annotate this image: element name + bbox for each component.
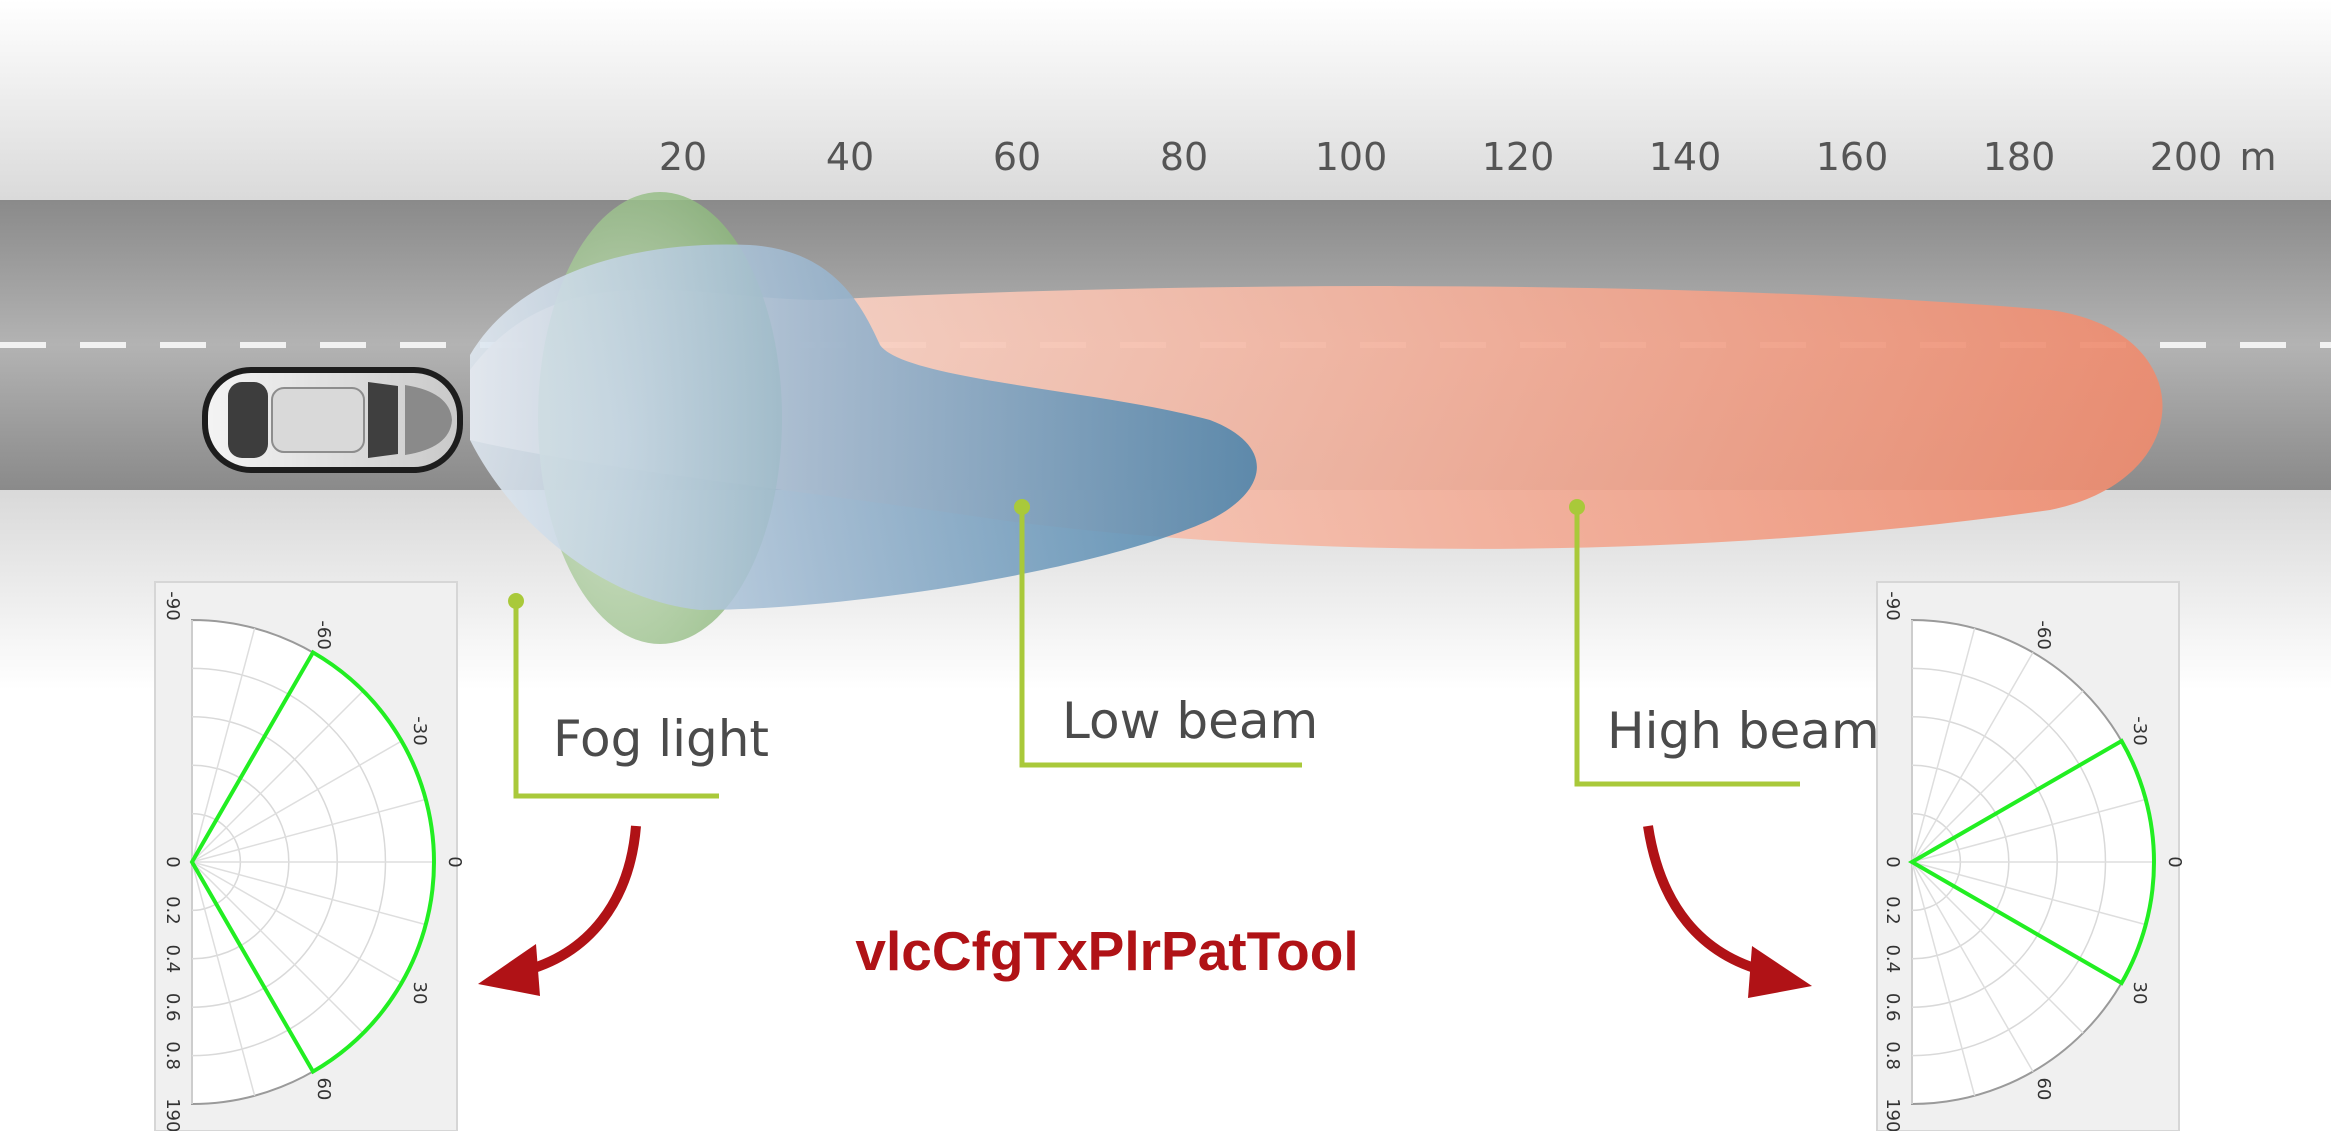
polar-radius-label: 0.8 bbox=[162, 1041, 183, 1070]
polar-angle-label: -90 bbox=[1882, 591, 1903, 620]
scale-tick-label: 200 bbox=[2150, 135, 2223, 179]
fog-light-label: Fog light bbox=[553, 710, 769, 768]
polar-angle-label: -30 bbox=[409, 716, 430, 745]
fog-light-polar-plot: -90 -60 -30 0 30 60 90 0 0.2 0.4 0.6 0.8 1 bbox=[154, 581, 465, 1131]
distance-scale: 20 40 60 80 100 120 140 160 180 200 m bbox=[659, 135, 2277, 179]
polar-angle-label: 0 bbox=[2164, 856, 2185, 867]
polar-spoke bbox=[191, 628, 256, 863]
arrow-to-high-pattern bbox=[1643, 825, 1812, 998]
car-icon bbox=[202, 367, 463, 473]
beam-pattern-sector bbox=[189, 649, 437, 1075]
polar-angle-label: -60 bbox=[313, 620, 334, 649]
polar-radius-label: 0.6 bbox=[1882, 993, 1903, 1022]
polar-spoke bbox=[1911, 861, 2084, 1034]
polar-spoke bbox=[1911, 690, 2084, 863]
scale-tick-label: 20 bbox=[659, 135, 707, 179]
polar-spoke bbox=[191, 690, 364, 863]
polar-radius-label: 1 bbox=[1882, 1098, 1903, 1109]
scale-tick-label: 100 bbox=[1315, 135, 1388, 179]
polar-angle-label: 60 bbox=[2033, 1077, 2054, 1100]
polar-spoke bbox=[1911, 652, 2034, 863]
polar-spoke bbox=[191, 861, 256, 1096]
leader-lines bbox=[513, 507, 1800, 799]
polar-spoke bbox=[1911, 798, 2146, 863]
polar-spoke bbox=[1911, 628, 1976, 863]
polar-radius-label: 0.2 bbox=[162, 896, 183, 925]
polar-angle-label: -60 bbox=[2033, 620, 2054, 649]
polar-spoke bbox=[191, 740, 402, 863]
polar-radius-label: 0.6 bbox=[162, 993, 183, 1022]
sky-band bbox=[0, 0, 2331, 200]
polar-spoke bbox=[191, 798, 426, 863]
polar-spoke bbox=[1911, 861, 2146, 926]
low-beam-label: Low beam bbox=[1062, 692, 1318, 750]
polar-angle-label: 30 bbox=[409, 982, 430, 1005]
polar-angle-label: -90 bbox=[162, 591, 183, 620]
scale-unit-label: m bbox=[2239, 135, 2276, 179]
arrow-to-fog-pattern bbox=[478, 825, 641, 996]
polar-angle-label: -30 bbox=[2129, 716, 2150, 745]
polar-spoke bbox=[1911, 861, 2034, 1072]
polar-radius-label: 0 bbox=[162, 856, 183, 867]
fog-light-marker bbox=[508, 593, 524, 609]
polar-angle-label: 90 bbox=[162, 1110, 183, 1131]
polar-radius-label: 0.4 bbox=[1882, 944, 1903, 973]
high-beam-marker bbox=[1569, 499, 1585, 515]
scale-tick-label: 40 bbox=[826, 135, 874, 179]
polar-angle-label: 90 bbox=[1882, 1110, 1903, 1131]
polar-radius-label: 0.4 bbox=[162, 944, 183, 973]
scale-tick-label: 120 bbox=[1482, 135, 1555, 179]
polar-radius-label: 0 bbox=[1882, 856, 1903, 867]
tool-name: vlcCfgTxPlrPatTool bbox=[855, 920, 1358, 982]
polar-spoke bbox=[191, 861, 426, 926]
polar-angle-label: 60 bbox=[313, 1077, 334, 1100]
polar-spoke bbox=[1911, 861, 1976, 1096]
scale-tick-label: 80 bbox=[1160, 135, 1208, 179]
beam-pattern-sector bbox=[1907, 738, 2157, 986]
polar-angle-label: 30 bbox=[2129, 982, 2150, 1005]
scale-tick-label: 140 bbox=[1649, 135, 1722, 179]
polar-spoke bbox=[191, 861, 402, 984]
polar-radius-label: 0.2 bbox=[1882, 896, 1903, 925]
scale-tick-label: 60 bbox=[993, 135, 1041, 179]
scale-tick-label: 160 bbox=[1816, 135, 1889, 179]
high-beam-polar-plot: -90 -60 -30 0 30 60 90 0 0.2 0.4 0.6 0.8 1 bbox=[1876, 581, 2185, 1131]
polar-radius-label: 1 bbox=[162, 1098, 183, 1109]
low-beam-marker bbox=[1014, 499, 1030, 515]
high-beam-label: High beam bbox=[1607, 702, 1880, 760]
polar-spoke bbox=[191, 861, 364, 1034]
polar-radius-label: 0.8 bbox=[1882, 1041, 1903, 1070]
scale-tick-label: 180 bbox=[1983, 135, 2056, 179]
low-beam-pattern bbox=[470, 244, 1257, 610]
polar-angle-label: 0 bbox=[444, 856, 465, 867]
